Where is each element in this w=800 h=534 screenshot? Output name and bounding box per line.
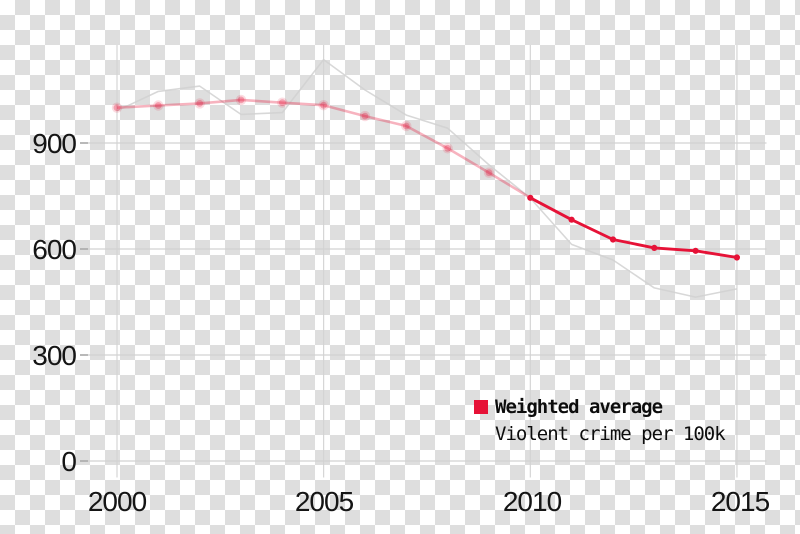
data-point-halo-2004 xyxy=(277,97,288,108)
y-tick-label-300: 300 xyxy=(32,340,77,371)
data-point-2008 xyxy=(444,144,451,152)
weighted-average-line-solid xyxy=(529,196,738,259)
data-point-halo-2002 xyxy=(194,98,205,109)
y-tick-label-0: 0 xyxy=(61,446,77,477)
data-point-2015 xyxy=(733,254,741,261)
data-point-2000 xyxy=(113,104,121,112)
data-point-2010 xyxy=(527,194,534,201)
legend-swatch-red-square xyxy=(474,400,488,414)
legend-series-name: Weighted average xyxy=(495,396,663,418)
data-point-halo-2006 xyxy=(359,110,371,122)
data-point-halo-2003 xyxy=(235,94,247,106)
x-tick-label-2015: 2015 xyxy=(710,486,770,517)
data-point-halo-2000 xyxy=(111,102,123,113)
data-point-2002 xyxy=(196,100,204,107)
data-point-halo-2007 xyxy=(401,120,412,132)
data-point-halo-2009 xyxy=(483,167,495,178)
data-point-halo-2001 xyxy=(153,100,164,111)
y-tick-label-900: 900 xyxy=(32,128,77,159)
data-point-2013 xyxy=(651,244,658,251)
data-point-2012 xyxy=(609,236,617,243)
data-point-2004 xyxy=(278,99,286,107)
data-point-halo-2008 xyxy=(442,143,453,154)
legend-units-label: Violent crime per 100k xyxy=(495,423,726,445)
data-point-2006 xyxy=(361,112,369,120)
data-point-2011 xyxy=(568,216,575,223)
data-point-2003 xyxy=(237,96,245,104)
data-point-halo-2005 xyxy=(318,100,329,111)
background-series-line xyxy=(116,58,738,298)
data-point-2007 xyxy=(402,122,410,130)
data-point-2014 xyxy=(692,247,699,254)
legend: Weighted average Violent crime per 100k xyxy=(474,394,794,448)
data-point-2005 xyxy=(320,101,327,109)
y-tick-label-600: 600 xyxy=(32,234,77,265)
x-tick-label-2010: 2010 xyxy=(502,486,562,517)
x-tick-label-2000: 2000 xyxy=(87,486,147,517)
weighted-average-line-faded xyxy=(116,98,531,199)
data-point-2001 xyxy=(154,102,162,109)
x-tick-label-2005: 2005 xyxy=(294,486,354,517)
data-point-2009 xyxy=(485,169,493,177)
